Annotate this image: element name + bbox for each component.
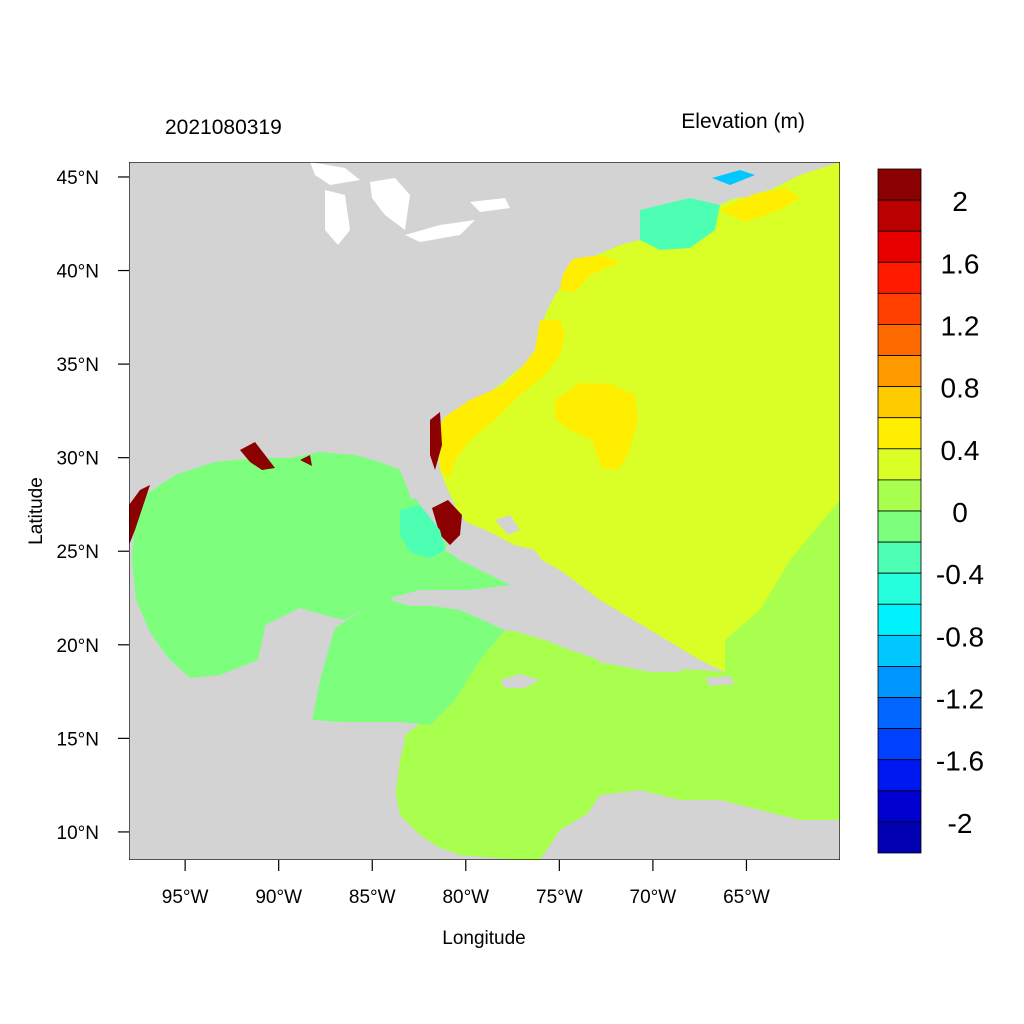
- y-axis: 45°N 40°N 35°N 30°N 25°N 20°N 15°N 10°N: [57, 168, 129, 844]
- colorbar-swatch: [877, 790, 922, 823]
- colorbar-label: 0: [952, 497, 968, 528]
- caribbean-sea: [395, 500, 840, 860]
- colorbar-swatch: [877, 510, 922, 543]
- colorbar-swatch: [877, 728, 922, 761]
- colorbar-label: 1.2: [941, 310, 980, 341]
- colorbar-label: 2: [952, 186, 968, 217]
- colorbar-swatch: [877, 821, 922, 854]
- colorbar-swatch: [877, 479, 922, 512]
- x-tick-label: 70°W: [630, 887, 677, 908]
- gulf-of-maine: [400, 170, 755, 558]
- x-tick-label: 90°W: [255, 887, 302, 908]
- colorbar-swatch: [877, 603, 922, 636]
- colorbar-swatch: [877, 230, 922, 263]
- colorbar-swatch: [877, 666, 922, 698]
- y-tick-label: 10°N: [57, 823, 99, 844]
- y-tick-label: 15°N: [57, 729, 99, 750]
- colorbar-label: -0.8: [936, 621, 984, 652]
- y-tick-label: 45°N: [57, 168, 99, 189]
- colorbar-swatch: [877, 261, 922, 294]
- colorbar-swatch: [877, 417, 922, 450]
- colorbar-swatch: [877, 292, 922, 325]
- colorbar: 2 1.6 1.2 0.8 0.4 0 -0.4 -0.8 -1.2 -1.6 -2: [877, 168, 984, 854]
- x-tick-label: 80°W: [442, 887, 489, 908]
- atlantic-ocean: [437, 162, 840, 690]
- map-panel: [129, 162, 840, 860]
- colorbar-label: 0.4: [941, 435, 980, 466]
- x-tick-label: 75°W: [536, 887, 583, 908]
- y-tick-label: 20°N: [57, 636, 99, 657]
- landmasses: [129, 162, 840, 860]
- high-anomaly-midatlantic: [560, 255, 620, 292]
- colorbar-swatch: [877, 199, 922, 232]
- x-tick-label: 95°W: [162, 887, 209, 908]
- x-axis: 95°W 90°W 85°W 80°W 75°W 70°W 65°W: [162, 860, 770, 908]
- y-axis-label: Latitude: [26, 477, 47, 545]
- x-axis-label: Longitude: [442, 928, 525, 949]
- colorbar-swatch: [877, 759, 922, 792]
- colorbar-swatch: [877, 572, 922, 605]
- y-tick-label: 30°N: [57, 449, 99, 470]
- y-tick-label: 35°N: [57, 355, 99, 376]
- colorbar-label: -1.6: [936, 746, 984, 777]
- colorbar-swatch: [877, 324, 922, 356]
- colorbar-swatch: [877, 355, 922, 388]
- right-title: Elevation (m): [681, 110, 805, 133]
- colorbar-label: -2: [948, 808, 973, 839]
- colorbar-label: 0.8: [941, 373, 980, 404]
- surge-areas: [129, 412, 462, 545]
- y-tick-label: 40°N: [57, 262, 99, 283]
- colorbar-swatch: [877, 448, 922, 481]
- high-anomaly-northeast: [720, 188, 800, 222]
- high-anomaly-southeast-coast: [440, 320, 565, 478]
- colorbar-label: -0.4: [936, 559, 984, 590]
- colorbar-swatch: [877, 541, 922, 574]
- colorbar-swatch: [877, 634, 922, 667]
- great-lakes: [310, 162, 510, 245]
- colorbar-swatch: [877, 386, 922, 419]
- left-title: 2021080319: [165, 116, 282, 139]
- colorbar-swatch: [877, 697, 922, 730]
- colorbar-swatch: [877, 168, 922, 201]
- colorbar-label: -1.2: [936, 684, 984, 715]
- high-anomaly-central: [555, 383, 638, 470]
- x-tick-label: 65°W: [723, 887, 770, 908]
- x-tick-label: 85°W: [349, 887, 396, 908]
- y-tick-label: 25°N: [57, 542, 99, 563]
- colorbar-label: 1.6: [941, 248, 980, 279]
